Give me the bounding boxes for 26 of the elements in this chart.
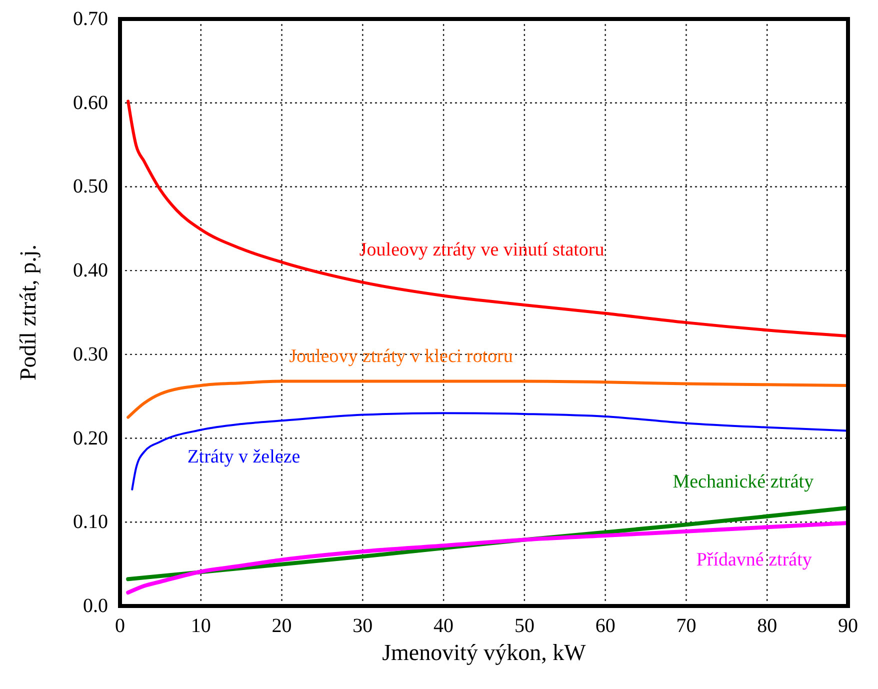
x-tick-label: 40 [434,615,454,637]
x-tick-label: 80 [757,615,778,637]
y-tick-label: 0.20 [73,427,108,450]
y-axis-title: Podíl ztrát, p.j. [16,244,40,381]
series-label: Jouleovy ztráty v kleci rotoru [289,346,514,367]
x-tick-label: 90 [838,615,858,637]
y-tick-label: 0.50 [73,176,108,198]
series-label: Ztráty v železe [187,446,300,468]
x-tick-label: 30 [352,615,373,637]
y-tick-label: 0.60 [73,92,108,114]
y-tick-label: 0.30 [73,343,108,366]
y-tick-label: 0.70 [73,8,108,30]
x-tick-label: 10 [190,615,211,637]
series-label: Mechanické ztráty [672,471,814,492]
x-tick-label: 50 [514,615,534,637]
line-series [131,412,849,490]
x-tick-label: 0 [115,615,125,637]
x-tick-label: 60 [595,615,616,637]
y-tick-label: 0.10 [73,511,108,534]
x-axis-title: Jmenovitý výkon, kW [382,640,586,665]
y-tick-label: 0.40 [73,260,108,282]
series-label: Jouleovy ztráty ve vinutí statoru [359,240,605,261]
series-label: Přídavné ztráty [696,549,812,570]
x-tick-label: 20 [272,615,292,637]
y-tick-label: 0.0 [83,595,108,617]
x-tick-label: 70 [676,615,696,637]
